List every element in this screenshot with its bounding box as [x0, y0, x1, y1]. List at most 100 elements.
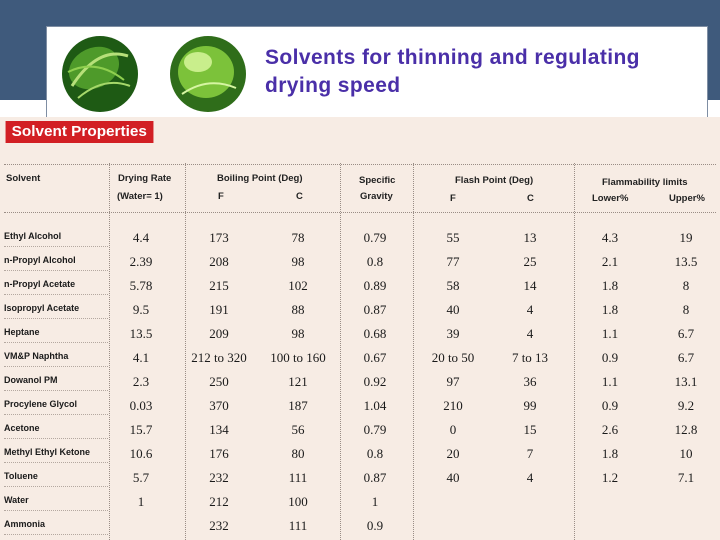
cell-rate: 13.5 — [129, 326, 153, 341]
header-flash-point: Flash Point (Deg) — [455, 175, 534, 186]
table-top-rule — [4, 164, 716, 165]
cell-bp-f: 176 — [209, 446, 229, 461]
cell-bp-c: 111 — [288, 470, 308, 485]
cell-lower: 1.8 — [601, 278, 619, 293]
cell-rate: 2.39 — [129, 254, 153, 269]
header-drying-rate: Drying Rate — [118, 173, 172, 184]
row-separator — [4, 510, 108, 511]
cell-fp-f: 55 — [446, 230, 460, 245]
slide-title: Solvents for thinning and regulating dry… — [265, 46, 640, 97]
cell-fp-f: 58 — [446, 278, 460, 293]
row-separator — [4, 318, 108, 319]
cell-fp-f: 97 — [446, 374, 460, 389]
row-solvent-name: n-Propyl Acetate — [4, 279, 76, 289]
header-drying-rate-sub: (Water= 1) — [117, 191, 163, 202]
cell-sg: 1.04 — [363, 398, 387, 413]
cell-bp-f: 250 — [209, 374, 229, 389]
cell-upper: 12.8 — [674, 422, 698, 437]
cell-sg: 1 — [371, 494, 379, 509]
cell-sg: 0.8 — [366, 446, 384, 461]
row-separator — [4, 390, 108, 391]
row-separator — [4, 438, 108, 439]
header-boiling-f: F — [218, 191, 224, 202]
header-boiling-point: Boiling Point (Deg) — [217, 173, 303, 184]
header-solvent: Solvent — [6, 173, 41, 184]
row-separator — [4, 462, 108, 463]
row-solvent-name: Toluene — [4, 471, 38, 481]
header-flammability: Flammability limits — [602, 177, 688, 188]
cell-bp-f: 134 — [209, 422, 229, 437]
cell-upper: 6.7 — [677, 326, 695, 341]
cell-rate: 5.78 — [129, 278, 153, 293]
cell-lower: 0.9 — [601, 398, 619, 413]
cell-lower: 1.2 — [601, 470, 619, 485]
row-separator — [4, 246, 108, 247]
cell-sg: 0.9 — [366, 518, 384, 533]
cell-upper: 10 — [679, 446, 693, 461]
cell-sg: 0.79 — [363, 422, 387, 437]
row-separator — [4, 534, 108, 535]
cell-fp-c: 15 — [523, 422, 537, 437]
cell-sg: 0.87 — [363, 470, 387, 485]
cell-fp-c: 25 — [523, 254, 537, 269]
cell-upper: 13.5 — [674, 254, 698, 269]
cell-bp-c: 98 — [291, 326, 305, 341]
cell-lower: 2.1 — [601, 254, 619, 269]
row-separator — [4, 366, 108, 367]
cell-lower: 1.8 — [601, 302, 619, 317]
cell-bp-c: 102 — [288, 278, 308, 293]
cell-bp-c: 56 — [291, 422, 305, 437]
cell-upper: 9.2 — [677, 398, 695, 413]
cell-rate: 0.03 — [129, 398, 153, 413]
row-solvent-name: Ethyl Alcohol — [4, 231, 62, 241]
cell-fp-f: 0 — [449, 422, 457, 437]
cell-bp-c: 121 — [288, 374, 308, 389]
cell-sg: 0.92 — [363, 374, 387, 389]
cell-bp-f: 212 to 320 — [191, 350, 247, 365]
cell-upper: 8 — [682, 278, 690, 293]
cell-sg: 0.8 — [366, 254, 384, 269]
cell-lower: 2.6 — [601, 422, 619, 437]
cell-upper: 6.7 — [677, 350, 695, 365]
column-divider — [109, 163, 110, 540]
cell-sg: 0.67 — [363, 350, 387, 365]
cell-bp-f: 370 — [209, 398, 229, 413]
cell-fp-f: 40 — [446, 470, 460, 485]
header-flash-f: F — [450, 193, 456, 204]
leaf-image — [58, 36, 258, 116]
row-separator — [4, 294, 108, 295]
cell-bp-c: 100 to 160 — [270, 350, 326, 365]
cell-fp-c: 4 — [526, 470, 534, 485]
header-upper: Upper% — [669, 193, 705, 204]
cell-upper: 8 — [682, 302, 690, 317]
cell-sg: 0.68 — [363, 326, 387, 341]
cell-fp-c: 13 — [523, 230, 537, 245]
cell-bp-f: 209 — [209, 326, 229, 341]
cell-bp-f: 212 — [209, 494, 229, 509]
cell-fp-c: 4 — [526, 302, 534, 317]
header-bottom-rule — [4, 212, 716, 213]
header-flash-c: C — [527, 193, 534, 204]
cell-bp-f: 232 — [209, 518, 229, 533]
cell-bp-c: 78 — [291, 230, 305, 245]
cell-rate: 15.7 — [129, 422, 153, 437]
cell-fp-c: 7 to 13 — [511, 350, 549, 365]
cell-upper: 7.1 — [677, 470, 695, 485]
header-gravity: Gravity — [360, 191, 393, 202]
cell-bp-c: 98 — [291, 254, 305, 269]
column-divider — [574, 163, 575, 540]
row-solvent-name: n-Propyl Alcohol — [4, 255, 76, 265]
cell-fp-f: 40 — [446, 302, 460, 317]
cell-lower: 0.9 — [601, 350, 619, 365]
cell-rate: 5.7 — [132, 470, 150, 485]
cell-fp-f: 77 — [446, 254, 460, 269]
cell-sg: 0.87 — [363, 302, 387, 317]
cell-fp-f: 210 — [443, 398, 463, 413]
cell-upper: 19 — [679, 230, 693, 245]
cell-fp-c: 7 — [526, 446, 534, 461]
row-separator — [4, 270, 108, 271]
row-solvent-name: Dowanol PM — [4, 375, 58, 385]
row-separator — [4, 342, 108, 343]
cell-upper: 13.1 — [674, 374, 698, 389]
cell-fp-f: 20 to 50 — [431, 350, 475, 365]
